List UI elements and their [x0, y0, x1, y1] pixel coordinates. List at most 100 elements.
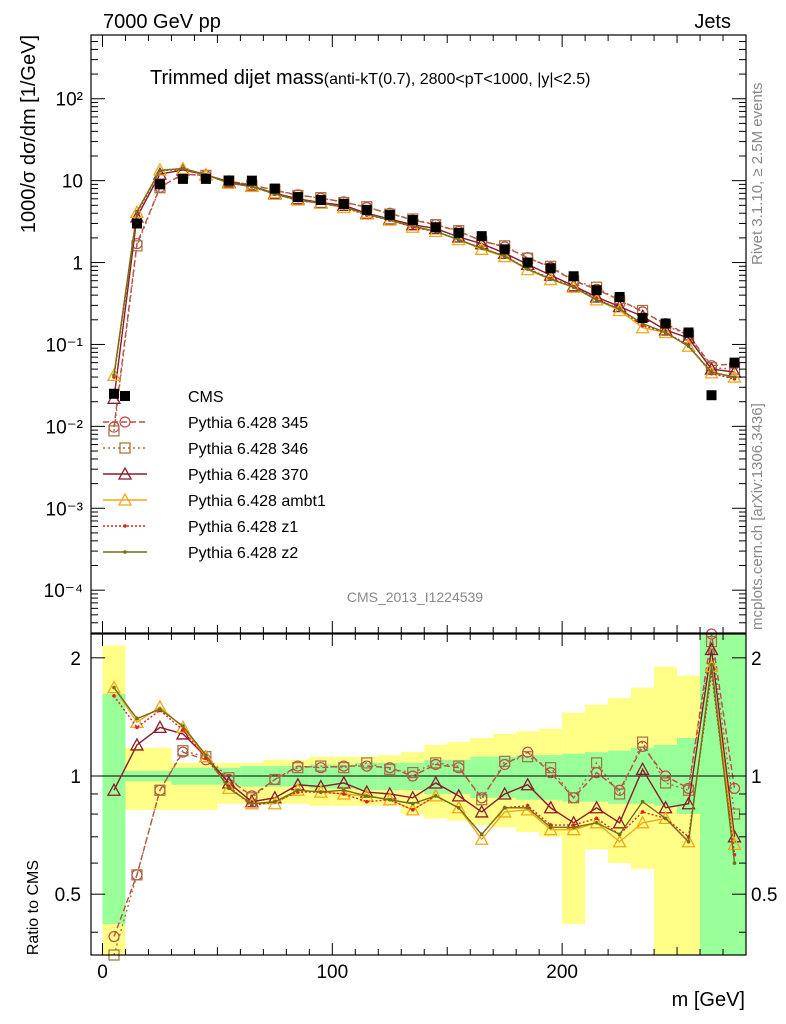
ratio-series-point [728, 782, 741, 794]
rivet-label: Rivet 3.1.10, ≥ 2.5M events [749, 83, 766, 266]
ratio-series-point [181, 728, 185, 732]
cms-data-point [637, 313, 648, 324]
ratio-series-point [315, 760, 327, 772]
mc-series-point [106, 367, 122, 381]
ratio-series-point [177, 745, 189, 757]
ratio-series-point [502, 805, 507, 810]
ratio-series-point [410, 801, 415, 806]
x-tick-label: 100 [316, 962, 348, 983]
cms-data-point [591, 285, 602, 296]
ratio-series-point [705, 635, 718, 648]
ratio-series-point [732, 861, 737, 865]
ratio-band-outer [677, 675, 701, 955]
cms-data-point [522, 257, 533, 268]
legend-label: Pythia 6.428 z2 [188, 545, 298, 562]
ratio-series-point [384, 763, 396, 775]
ratio-series-point [158, 707, 162, 711]
legend-label: Pythia 6.428 ambt1 [188, 493, 326, 510]
ratio-series-point [227, 786, 231, 791]
ratio-band-inner [700, 634, 724, 955]
ratio-y-tick-label-right: 0.5 [751, 885, 777, 906]
ratio-series-point [612, 815, 627, 829]
ratio-series-line [113, 649, 736, 837]
mc-series-point [566, 278, 581, 292]
cms-data-point [729, 357, 740, 368]
mc-series-point [479, 246, 484, 250]
ratio-series-point [273, 799, 277, 804]
ratio-series-point [474, 831, 489, 845]
ratio-series-point [474, 804, 489, 818]
cms-data-point [568, 271, 579, 282]
legend-label: Pythia 6.428 345 [188, 415, 308, 432]
ratio-band-inner [102, 693, 126, 924]
ratio-series-point [198, 749, 214, 763]
ratio-series-point [428, 775, 443, 789]
ratio-series-point [135, 716, 139, 721]
ratio-series-point [269, 773, 281, 786]
ratio-series-point [704, 642, 719, 656]
x-tick-label: 200 [546, 962, 578, 983]
mc-series-point [571, 285, 576, 290]
mc-series-point [612, 299, 627, 313]
plot-title-main: Trimmed dijet mass [150, 67, 324, 89]
ratio-series-point [591, 757, 603, 769]
ratio-series-point [112, 685, 116, 690]
ratio-series-point [681, 796, 696, 810]
cms-data-point [338, 198, 349, 209]
mc-series-point [635, 320, 650, 334]
ratio-series-point [451, 800, 466, 814]
ratio-series-point [290, 782, 305, 796]
main-plot [106, 161, 742, 437]
ratio-series-point [430, 757, 442, 769]
ratio-series-point [364, 799, 369, 804]
mc-series-line [113, 169, 735, 399]
ratio-series-point [617, 832, 622, 837]
ratio-series-point [112, 694, 116, 698]
header-left: 7000 GeV pp [103, 11, 221, 33]
analysis-watermark: CMS_2013_I1224539 [347, 589, 483, 605]
mc-series-point [548, 277, 553, 281]
mc-series-point [589, 292, 604, 306]
cms-data-point [545, 263, 556, 274]
ratio-series-point [497, 786, 512, 800]
mc-series-point [502, 254, 507, 258]
cms-data-point [315, 195, 326, 206]
plot-title: Trimmed dijet mass(anti-kT(0.7), 2800<pT… [150, 67, 590, 89]
legend-label: Pythia 6.428 370 [188, 467, 308, 484]
cms-data-point [177, 173, 188, 184]
ratio-series-point [336, 786, 351, 800]
cms-data-point [430, 222, 441, 233]
ratio-series-point [204, 753, 208, 757]
cms-data-point [499, 244, 510, 255]
mc-series-point [589, 289, 604, 303]
ratio-series-point [221, 781, 236, 795]
y-tick-label-top: 10⁻¹ [46, 335, 84, 356]
y-tick-label-top: 10 [62, 172, 83, 193]
ratio-y-tick-label: 1 [70, 767, 81, 788]
cms-data-point [200, 173, 211, 184]
ratio-series-point [543, 822, 558, 836]
mc-series-point [158, 168, 162, 173]
mc-series-point [112, 373, 116, 378]
mc-series-point [135, 209, 139, 214]
ratio-series-point [681, 834, 696, 848]
ratio-series-point [106, 680, 122, 694]
ratio-series-point [338, 762, 350, 774]
ratio-series-point [635, 815, 650, 829]
mc-series-point [497, 249, 512, 263]
mc-series-point [686, 344, 691, 349]
legend-label: CMS [188, 389, 224, 406]
cms-data-point [660, 318, 671, 329]
ratio-series-point [135, 725, 139, 730]
ratio-series-point [520, 777, 535, 791]
ratio-series-point [545, 762, 557, 774]
x-tick-label: 0 [97, 962, 108, 983]
ratio-series-point [152, 720, 168, 734]
ratio-series-point [405, 802, 420, 816]
mc-series-point [594, 298, 599, 302]
ratio-series-point [499, 755, 511, 767]
y-tick-label-top: 1 [72, 254, 83, 275]
mc-series-point [663, 330, 668, 335]
mc-series-point [658, 322, 673, 336]
ratio-series-point [428, 788, 443, 802]
